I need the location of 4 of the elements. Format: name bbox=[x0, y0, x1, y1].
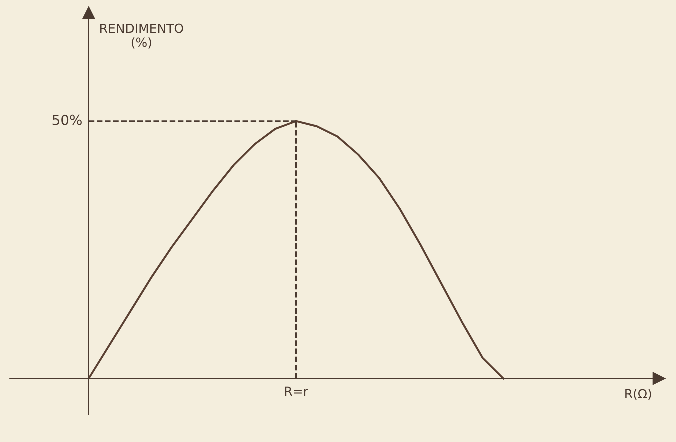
x-axis-title: R(Ω) bbox=[626, 389, 652, 400]
text: RENDIMENTO (%) bbox=[100, 24, 184, 49]
annotation: 50% bbox=[52, 114, 82, 126]
text: R=r bbox=[285, 386, 308, 396]
